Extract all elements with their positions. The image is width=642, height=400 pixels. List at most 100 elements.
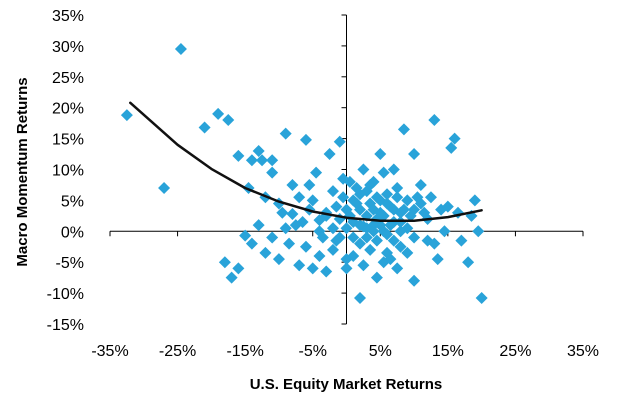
data-point xyxy=(408,274,421,287)
data-point xyxy=(266,231,279,244)
data-point xyxy=(326,185,339,198)
x-tick-label: 35% xyxy=(567,343,599,360)
data-point xyxy=(381,228,394,241)
data-point xyxy=(259,246,272,259)
data-point xyxy=(374,219,387,232)
data-point xyxy=(411,191,424,204)
data-point xyxy=(367,225,380,238)
data-point xyxy=(408,148,421,161)
data-point xyxy=(441,200,454,213)
x-tick-labels: -35% -25% -15% -5% 5% 15% 25% 35% xyxy=(91,343,599,360)
data-point xyxy=(174,42,187,55)
data-point xyxy=(360,231,373,244)
data-point xyxy=(120,109,133,122)
data-point xyxy=(343,175,356,188)
x-tick-label: -15% xyxy=(226,343,263,360)
data-point xyxy=(299,240,312,253)
data-point xyxy=(370,234,383,247)
data-point xyxy=(431,253,444,266)
data-point xyxy=(418,206,431,219)
y-tick-labels: 35% 30% 25% 20% 15% 10% 5% 0% -5% -10% -15% xyxy=(47,8,84,334)
data-point xyxy=(391,191,404,204)
data-point xyxy=(475,292,488,305)
data-point xyxy=(303,178,316,191)
y-tick-label: 0% xyxy=(61,224,84,241)
data-point xyxy=(245,237,258,250)
y-tick-label: 20% xyxy=(52,101,84,118)
data-point xyxy=(354,188,367,201)
data-point xyxy=(323,148,336,161)
data-point xyxy=(306,194,319,207)
data-point xyxy=(354,219,367,232)
data-point xyxy=(245,154,258,167)
data-point xyxy=(350,197,363,210)
data-points xyxy=(120,42,488,305)
data-point xyxy=(279,127,292,140)
data-point xyxy=(455,234,468,247)
data-point xyxy=(367,203,380,216)
data-point xyxy=(286,178,299,191)
data-point xyxy=(424,191,437,204)
data-point xyxy=(218,256,231,269)
data-point xyxy=(387,234,400,247)
y-tick-label: -5% xyxy=(56,255,84,272)
data-point xyxy=(394,225,407,238)
data-point xyxy=(462,256,475,269)
data-point xyxy=(320,265,333,278)
data-point xyxy=(289,219,302,232)
data-point xyxy=(394,240,407,253)
data-point xyxy=(293,191,306,204)
x-tick-label: -25% xyxy=(159,343,196,360)
x-axis-title: U.S. Equity Market Returns xyxy=(250,376,443,393)
data-point xyxy=(404,209,417,222)
data-point xyxy=(357,163,370,176)
data-point xyxy=(330,234,343,247)
data-point xyxy=(293,259,306,272)
data-point xyxy=(448,132,461,145)
data-point xyxy=(340,222,353,235)
data-point xyxy=(401,246,414,259)
data-point xyxy=(391,182,404,195)
data-point xyxy=(252,219,265,232)
x-tick-label: -35% xyxy=(91,343,128,360)
data-point xyxy=(414,178,427,191)
data-point xyxy=(364,178,377,191)
data-point xyxy=(408,231,421,244)
data-point xyxy=(337,191,350,204)
data-point xyxy=(428,114,441,127)
data-point xyxy=(387,163,400,176)
data-point xyxy=(381,197,394,210)
data-point xyxy=(387,203,400,216)
x-tick-label: -5% xyxy=(298,343,326,360)
x-tick-label: 15% xyxy=(432,343,464,360)
data-point xyxy=(326,243,339,256)
data-point xyxy=(421,234,434,247)
y-tick-label: 15% xyxy=(52,132,84,149)
data-point xyxy=(472,225,485,238)
data-point xyxy=(212,107,225,120)
data-point xyxy=(266,166,279,179)
data-point xyxy=(266,154,279,167)
data-point xyxy=(306,262,319,275)
data-point xyxy=(377,209,390,222)
y-tick-label: -15% xyxy=(47,317,84,334)
data-point xyxy=(239,229,252,242)
y-tick-label: 10% xyxy=(52,163,84,180)
data-point xyxy=(438,225,451,238)
x-tick-label: 25% xyxy=(499,343,531,360)
data-point xyxy=(384,253,397,266)
data-point xyxy=(232,149,245,162)
data-point xyxy=(279,222,292,235)
data-point xyxy=(222,114,235,127)
data-point xyxy=(354,237,367,250)
data-point xyxy=(252,144,265,157)
y-axis-tick-marks xyxy=(341,14,347,325)
data-point xyxy=(377,166,390,179)
data-point xyxy=(354,292,367,305)
data-point xyxy=(374,148,387,161)
data-point xyxy=(310,166,323,179)
data-point xyxy=(330,200,343,213)
x-tick-label: 5% xyxy=(369,343,392,360)
data-point xyxy=(283,237,296,250)
data-point xyxy=(364,243,377,256)
